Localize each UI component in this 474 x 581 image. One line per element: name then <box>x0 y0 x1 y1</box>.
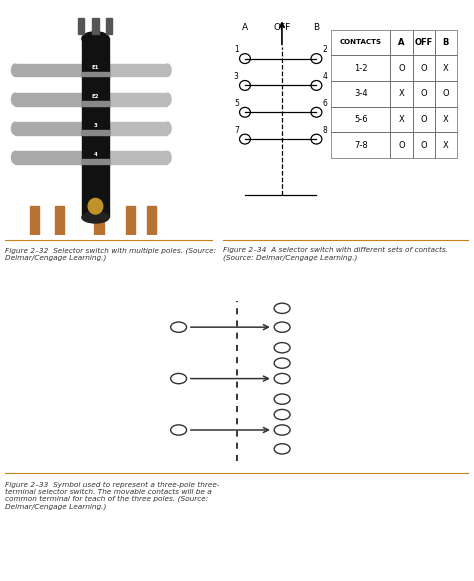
Text: O: O <box>420 141 427 150</box>
Bar <box>391 55 412 81</box>
Text: X: X <box>443 141 449 150</box>
Text: Figure 2–33  Symbol used to represent a three-pole three-
terminal selector swit: Figure 2–33 Symbol used to represent a t… <box>5 482 219 510</box>
Text: O: O <box>420 89 427 98</box>
Bar <box>391 107 412 132</box>
Bar <box>331 107 391 132</box>
Ellipse shape <box>82 32 109 45</box>
Text: 1-2: 1-2 <box>354 63 367 73</box>
Bar <box>146 206 156 235</box>
Bar <box>412 30 435 55</box>
Ellipse shape <box>82 212 109 223</box>
Text: 2: 2 <box>323 45 328 54</box>
Text: 3: 3 <box>234 72 239 81</box>
Text: O: O <box>420 63 427 73</box>
Bar <box>391 81 412 107</box>
Text: 3-4: 3-4 <box>354 89 368 98</box>
Ellipse shape <box>88 198 103 214</box>
Bar <box>412 107 435 132</box>
Text: B: B <box>313 23 319 32</box>
Text: O: O <box>420 115 427 124</box>
Ellipse shape <box>164 122 171 135</box>
Text: CONTACTS: CONTACTS <box>340 40 382 45</box>
Bar <box>435 81 457 107</box>
Bar <box>331 30 391 55</box>
Bar <box>391 30 412 55</box>
Bar <box>15 123 82 135</box>
Bar <box>82 38 109 217</box>
Text: X: X <box>399 115 404 124</box>
Text: X: X <box>443 63 449 73</box>
Bar <box>15 152 82 164</box>
Text: 5: 5 <box>234 99 239 108</box>
Text: O: O <box>398 141 405 150</box>
Text: E2: E2 <box>91 94 99 99</box>
Ellipse shape <box>11 151 19 164</box>
Bar <box>435 30 457 55</box>
Text: 8: 8 <box>323 125 328 135</box>
Bar <box>109 94 167 106</box>
Bar <box>109 123 167 135</box>
Text: 5-6: 5-6 <box>354 115 368 124</box>
Text: Figure 2–32  Selector switch with multiple poles. (Source:
Delmar/Cengage Learni: Figure 2–32 Selector switch with multipl… <box>5 247 216 261</box>
Bar <box>391 132 412 158</box>
Bar <box>331 132 391 158</box>
Bar <box>412 132 435 158</box>
Text: 3: 3 <box>93 123 97 128</box>
Bar <box>94 206 104 235</box>
Bar <box>331 55 391 81</box>
Bar <box>15 64 82 77</box>
Bar <box>78 19 84 34</box>
Text: O: O <box>398 63 405 73</box>
Text: X: X <box>399 89 404 98</box>
Bar <box>82 101 109 106</box>
Text: 1: 1 <box>234 45 239 54</box>
Text: Figure 2–34  A selector switch with different sets of contacts.
(Source: Delmar/: Figure 2–34 A selector switch with diffe… <box>223 247 448 261</box>
Ellipse shape <box>11 122 19 135</box>
Bar <box>331 81 391 107</box>
Bar <box>109 64 167 77</box>
Bar <box>435 55 457 81</box>
Text: B: B <box>443 38 449 47</box>
Text: O: O <box>443 89 449 98</box>
Bar <box>82 72 109 77</box>
Ellipse shape <box>164 93 171 106</box>
Bar <box>435 107 457 132</box>
Text: 4: 4 <box>93 152 97 157</box>
Ellipse shape <box>164 64 171 76</box>
Bar <box>435 132 457 158</box>
Bar <box>92 19 99 34</box>
Text: OFF: OFF <box>273 23 291 32</box>
Bar <box>82 159 109 164</box>
Bar <box>412 81 435 107</box>
Text: X: X <box>443 115 449 124</box>
Ellipse shape <box>164 151 171 164</box>
Text: A: A <box>398 38 405 47</box>
Text: OFF: OFF <box>415 38 433 47</box>
Bar <box>82 130 109 135</box>
Text: 4: 4 <box>323 72 328 81</box>
Ellipse shape <box>11 64 19 76</box>
Bar <box>15 94 82 106</box>
Bar <box>412 55 435 81</box>
Bar <box>55 206 64 235</box>
Text: 7-8: 7-8 <box>354 141 368 150</box>
Text: 7: 7 <box>234 125 239 135</box>
Text: 6: 6 <box>323 99 328 108</box>
Bar <box>126 206 135 235</box>
Text: A: A <box>242 23 248 32</box>
Bar <box>106 19 112 34</box>
Bar <box>30 206 39 235</box>
Bar <box>109 152 167 164</box>
Ellipse shape <box>11 93 19 106</box>
Text: E1: E1 <box>91 65 99 70</box>
